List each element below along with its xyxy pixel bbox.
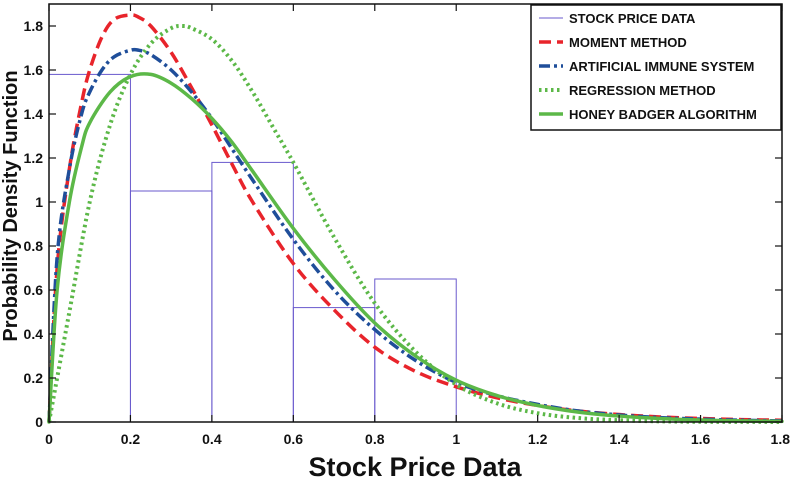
x-axis-title: Stock Price Data xyxy=(308,452,522,481)
legend-label-stock-price-data: STOCK PRICE DATA xyxy=(569,11,696,26)
x-tick-label: 0 xyxy=(45,431,53,447)
y-tick-label: 1 xyxy=(35,194,43,210)
y-tick-label: 0.4 xyxy=(24,326,44,342)
axes-frame xyxy=(48,3,783,423)
legend-label-moment-method: MOMENT METHOD xyxy=(569,35,687,50)
series-line-moment-method xyxy=(47,13,783,423)
legend-label-regression-method: REGRESSION METHOD xyxy=(569,83,716,98)
x-tick-label: 0.4 xyxy=(202,431,222,447)
legend-label-artificial-immune-system: ARTIFICIAL IMMUNE SYSTEM xyxy=(569,59,754,74)
series-line-artificial-immune-system xyxy=(47,47,783,423)
y-tick-label: 0.8 xyxy=(24,238,44,254)
x-tick-label: 1.2 xyxy=(528,431,548,447)
ticks-layer: 0 0.2 0.4 0.6 0.8 1 1.2 1.4 1.6 1.8 0 0.2 0.4 0.6 0.8 1… xyxy=(24,4,791,447)
legend-box xyxy=(530,4,782,131)
x-tick-label: 0.8 xyxy=(365,431,385,447)
series-line-honey-badger-algorithm xyxy=(47,72,784,424)
x-tick-label: 0.2 xyxy=(121,431,141,447)
y-tick-label: 1.4 xyxy=(24,106,44,122)
axes-layer xyxy=(48,3,783,423)
y-tick-label: 0 xyxy=(35,414,43,430)
legend: STOCK PRICE DATA MOMENT METHOD ARTIFICIAL … xyxy=(530,4,782,131)
y-tick-label: 0.2 xyxy=(24,370,44,386)
x-tick-label: 1.8 xyxy=(771,431,791,447)
y-tick-label: 1.8 xyxy=(24,18,44,34)
legend-label-honey-badger-algorithm: HONEY BADGER ALGORITHM xyxy=(569,107,757,122)
x-tick-label: 1 xyxy=(452,431,460,447)
y-tick-label: 1.2 xyxy=(24,150,44,166)
x-tick-label: 1.6 xyxy=(691,431,711,447)
x-tick-label: 1.4 xyxy=(609,431,629,447)
x-tick-label: 0.6 xyxy=(284,431,304,447)
y-tick-label: 0.6 xyxy=(24,282,44,298)
y-axis-title: Probability Density Function xyxy=(0,70,22,341)
series-layer xyxy=(47,13,784,424)
y-tick-label: 1.6 xyxy=(24,62,44,78)
